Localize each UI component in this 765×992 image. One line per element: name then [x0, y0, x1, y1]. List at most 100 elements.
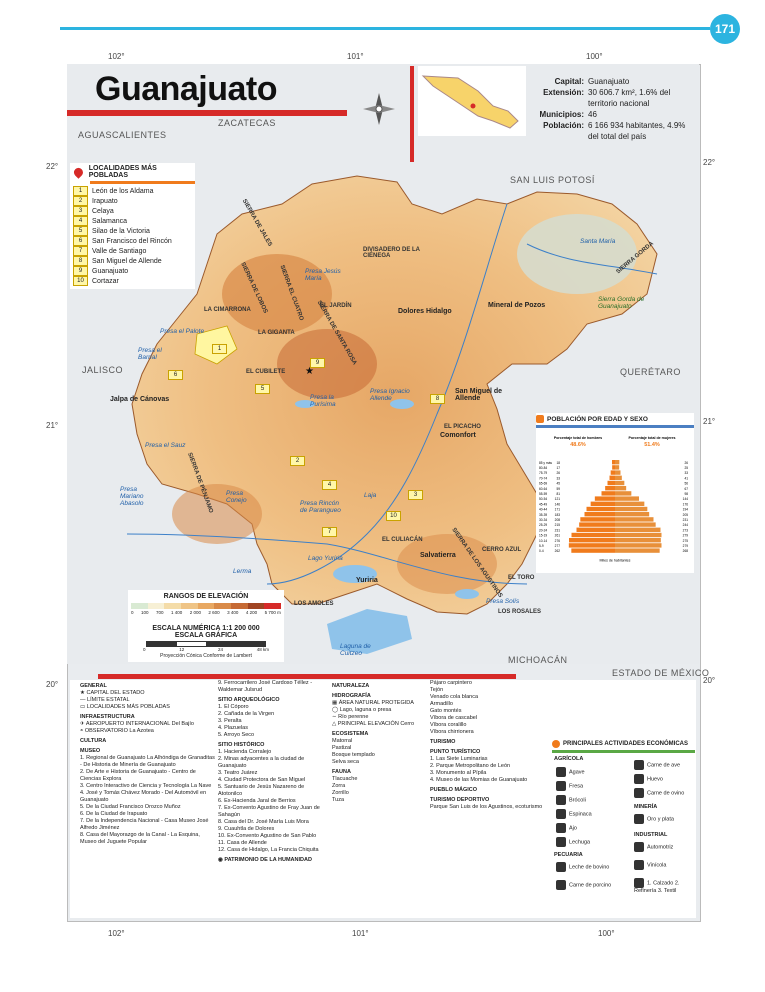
projection-note: Proyección Cónica Conforme de Lambert — [160, 653, 252, 659]
list-item: 8 San Miguel de Allende — [70, 256, 195, 266]
econ-huevo: Huevo — [634, 774, 663, 784]
worker-icon — [552, 740, 560, 748]
extension-label: Extensión: — [543, 88, 584, 97]
women-value: 231 — [683, 518, 689, 522]
bar-women — [615, 491, 632, 496]
bar-men — [586, 506, 615, 512]
list-item: 6 San Francisco del Rincón — [70, 236, 195, 246]
list-item: 10 Cortazar — [70, 276, 195, 286]
neighbor-zacatecas: ZACATECAS — [218, 118, 276, 128]
men-percent: 48.6% — [570, 442, 586, 448]
poblacion-value: 6 166 934 habitantes, 4.9% del total del… — [588, 121, 686, 141]
men-value: 277 — [555, 544, 561, 548]
label-comonfort: Comonfort — [440, 432, 476, 439]
rio-santa-maria — [526, 243, 658, 275]
sierra-penjamo-relief — [172, 484, 262, 544]
elevation-swatch — [247, 603, 265, 609]
economy-title-bar — [552, 750, 695, 753]
label-el-cubilete: EL CUBILETE — [246, 369, 286, 375]
elevation-tick: 4 200 — [245, 610, 258, 615]
bar-women — [615, 538, 661, 543]
scale-ticks: 0 12 24 48 km — [143, 647, 269, 652]
men-value: 231 — [555, 528, 561, 532]
label-presa-ignacio-allende: Presa Ignacio Allende — [370, 388, 410, 402]
bar-women — [615, 486, 627, 491]
elevation-tick: 100 — [140, 610, 149, 615]
bar-women — [615, 460, 620, 465]
bar-men — [594, 496, 615, 501]
econ-espinaca: Espinaca — [556, 809, 592, 819]
label-divisadero: DIVISADERO DE LA CIÉNEGA — [363, 247, 420, 259]
label-los-rosales: LOS ROSALES — [498, 609, 542, 615]
population-title-bar — [536, 425, 694, 428]
population-pyramid-chart: Porcentaje total de hombres 48.6% Porcenta… — [539, 436, 689, 563]
coord-left-22: 22° — [46, 162, 59, 171]
neighbor-san-luis-potosi: SAN LUIS POTOSÍ — [510, 175, 595, 185]
elevation-tick: 3 400 — [227, 610, 239, 615]
age-label: 25-29 — [539, 523, 547, 527]
age-label: 65-69 — [539, 482, 547, 486]
age-label: 20-24 — [539, 528, 547, 532]
bar-women — [615, 501, 645, 506]
econ-lechuga: Lechuga — [556, 837, 590, 847]
elevation-tick: 2 600 — [208, 610, 220, 615]
bar-women — [615, 522, 656, 527]
women-value: 194 — [683, 508, 689, 512]
men-value: 121 — [555, 497, 561, 501]
label-laguna-de-cuitzeo: Laguna de Cuitzeo — [340, 643, 371, 657]
rio-lerma — [126, 533, 528, 585]
list-item: 7 Valle de Santiago — [70, 246, 195, 256]
men-value: 26 — [556, 471, 560, 475]
econ-vinicola: Vinícola — [634, 860, 666, 870]
legend-red-bar — [98, 674, 516, 679]
bar-men — [579, 522, 615, 527]
neighbor-jalisco: JALISCO — [82, 365, 124, 375]
axis-label: Miles de habitantes — [600, 559, 631, 563]
elevation-color-bar — [131, 603, 282, 609]
women-label: Porcentaje total de mujeres — [629, 436, 676, 440]
legend-col-general: GENERAL ★ CAPITAL DEL ESTADO — LÍMITE ES… — [80, 683, 215, 845]
population-pyramid-panel: POBLACIÓN POR EDAD Y SEXO Porcentaje tot… — [536, 413, 694, 573]
econ-leche: Leche de bovino — [556, 862, 609, 872]
neighbor-queretaro: QUERÉTARO — [620, 367, 681, 377]
bar-men — [580, 517, 615, 522]
bar-women — [615, 506, 648, 512]
coord-top-101: 101° — [347, 52, 364, 61]
bar-men — [584, 512, 615, 517]
label-presa-solis: Presa Solís — [486, 598, 520, 605]
capital-label: Capital: — [554, 77, 584, 86]
age-label: 15-19 — [539, 534, 547, 538]
municipios-value: 46 — [588, 110, 597, 119]
coord-bottom-102: 102° — [108, 929, 125, 938]
elevation-swatch — [131, 603, 148, 609]
bar-men — [571, 548, 615, 553]
label-dolores-hidalgo: Dolores Hidalgo — [398, 308, 452, 315]
marker-guanajuato: 9 — [310, 358, 325, 368]
elevation-tick: 2 000 — [189, 610, 201, 615]
age-label: 60-64 — [539, 487, 547, 491]
age-label: 85 y más — [539, 461, 552, 465]
legend-col-nature: NATURALEZA HIDROGRAFÍA ▦ ÁREA NATURAL PR… — [332, 683, 415, 803]
label-jalpa-de-canovas: Jalpa de Cánovas — [110, 396, 170, 403]
age-label: 30-34 — [539, 518, 547, 522]
age-label: 45-49 — [539, 502, 547, 506]
presa-la-purisima — [295, 400, 315, 408]
label-los-amoles: LOS AMOLES — [294, 601, 334, 607]
bar-women — [615, 475, 622, 480]
women-value: 67 — [684, 487, 688, 491]
localidades-title: LOCALIDADES MÁS POBLADAS — [88, 165, 157, 179]
label-el-toro: EL TORO — [508, 575, 535, 581]
econ-oro-plata: Oro y plata — [634, 814, 674, 824]
localidades-title-bar — [90, 181, 195, 184]
marker-valle-de-santiago: 7 — [322, 527, 337, 537]
state-map[interactable]: ★ — [67, 64, 699, 664]
bar-men — [601, 491, 615, 496]
compass-rose-icon — [363, 93, 395, 125]
unesco-icon: ◉ — [218, 857, 225, 863]
header-rule — [60, 27, 710, 30]
elevation-swatch — [164, 603, 182, 609]
econ-carne-ovino: Carne de ovino — [634, 788, 684, 798]
rio-laja — [266, 203, 508, 585]
list-item: 2 Irapuato — [70, 196, 195, 206]
coord-top-102: 102° — [108, 52, 125, 61]
